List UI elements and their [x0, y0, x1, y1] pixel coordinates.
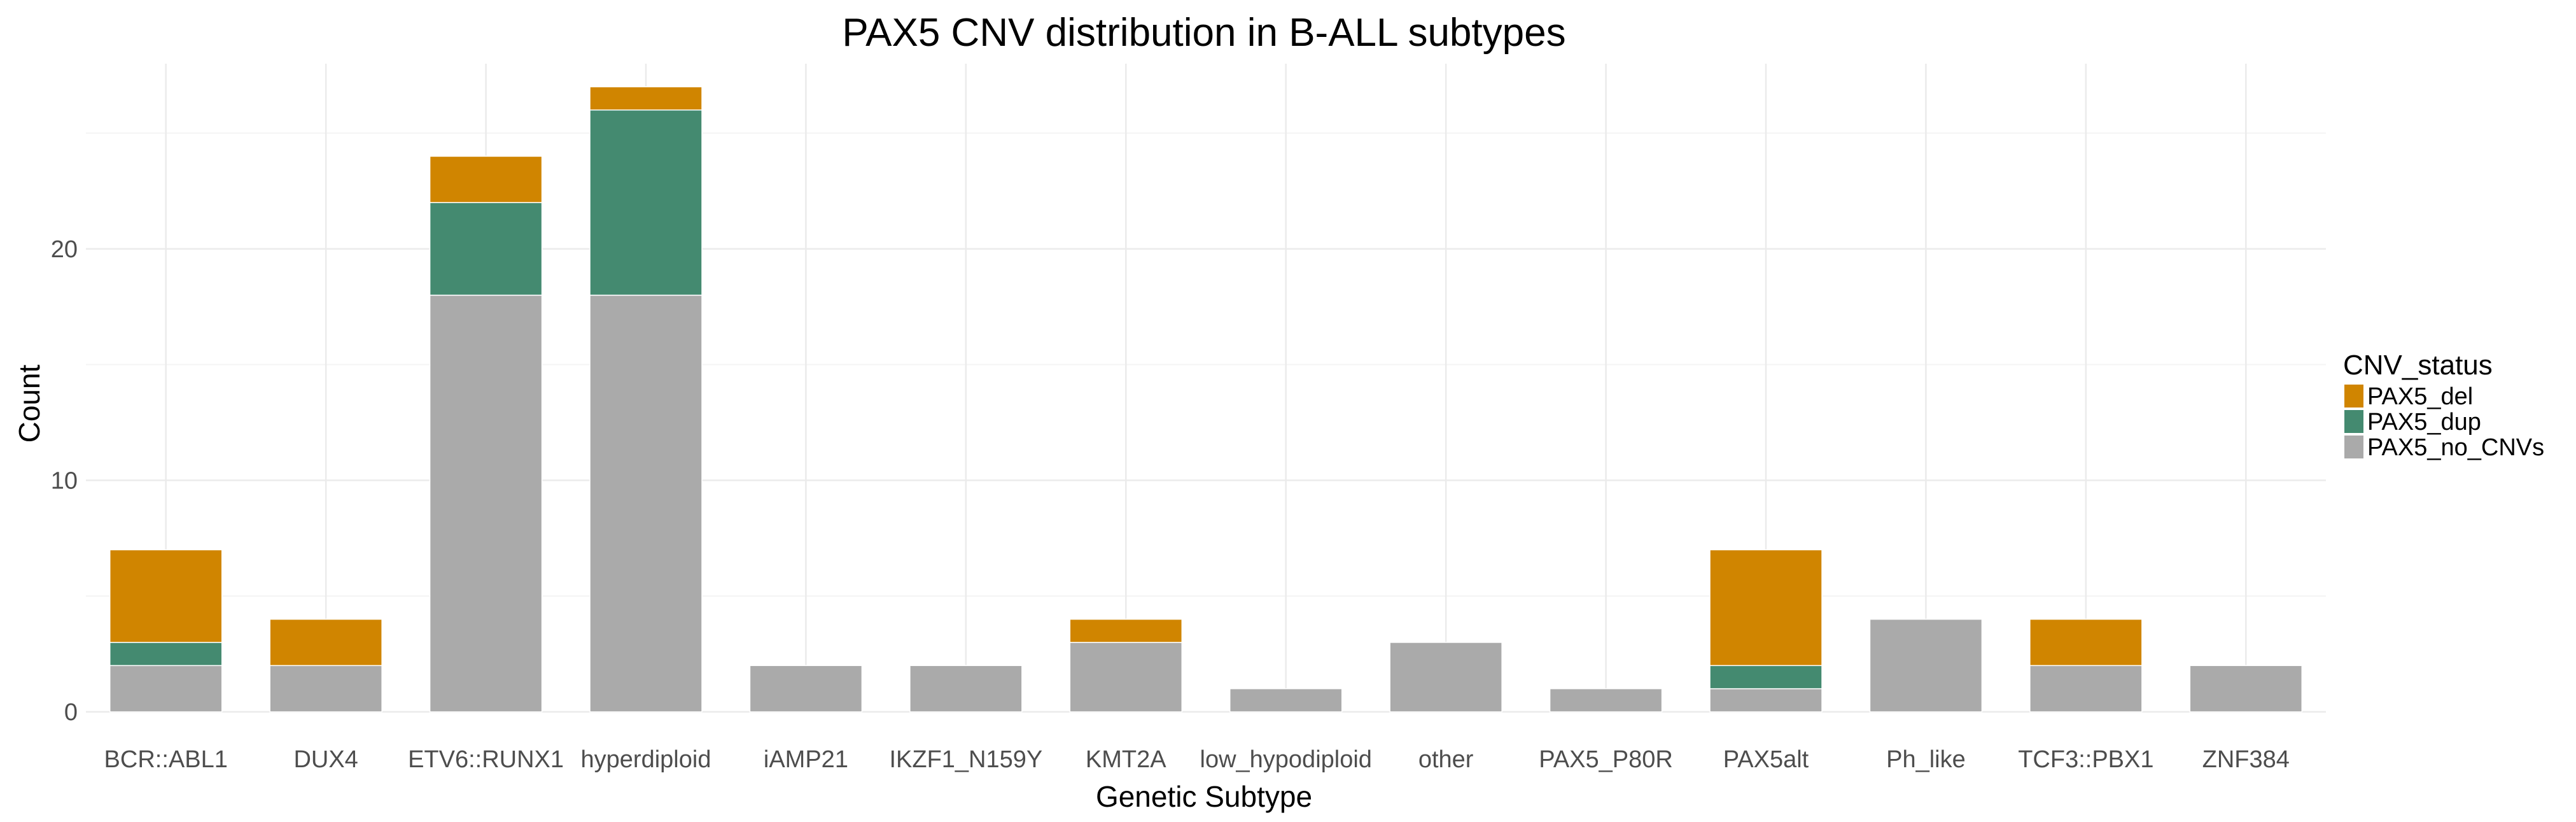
legend-label-PAX5_dup: PAX5_dup	[2367, 409, 2481, 436]
bar-segment-PAX5_del	[2029, 618, 2143, 667]
bars	[109, 86, 2303, 712]
legend-key-PAX5_del	[2344, 385, 2363, 407]
bar-segment-PAX5_del	[589, 86, 703, 111]
legend-label-PAX5_no_CNVs: PAX5_no_CNVs	[2367, 434, 2544, 461]
bar-segment-PAX5_no_CNVs	[1709, 688, 1823, 712]
bar-segment-PAX5_dup	[429, 202, 543, 296]
bar-segment-PAX5_no_CNVs	[1069, 642, 1183, 712]
legend-key-PAX5_dup	[2344, 410, 2363, 433]
x-tick-label: ETV6::RUNX1	[408, 746, 564, 773]
x-tick-label: BCR::ABL1	[104, 746, 228, 773]
bar-segment-PAX5_no_CNVs	[1389, 642, 1502, 712]
x-tick-label: iAMP21	[764, 746, 848, 773]
bar-segment-PAX5_no_CNVs	[749, 665, 863, 712]
y-axis-ticks: 0 10 20	[51, 236, 78, 726]
x-tick-label: ZNF384	[2202, 746, 2290, 773]
legend-label-PAX5_del: PAX5_del	[2367, 383, 2473, 410]
legend-title: CNV_status	[2343, 350, 2493, 381]
bar-segment-PAX5_dup	[1709, 665, 1823, 690]
bar-segment-PAX5_no_CNVs	[1869, 618, 1983, 712]
x-axis-title: Genetic Subtype	[1096, 780, 1312, 813]
grid	[86, 64, 2326, 713]
bar-segment-PAX5_no_CNVs	[589, 294, 703, 712]
bar-segment-PAX5_del	[1069, 618, 1183, 643]
bar-segment-PAX5_no_CNVs	[429, 294, 543, 712]
x-tick-label: hyperdiploid	[581, 746, 711, 773]
x-axis-ticks: BCR::ABL1 DUX4 ETV6::RUNX1 hyperdiploid iAMP…	[104, 746, 2290, 773]
bar-segment-PAX5_del	[1709, 549, 1823, 667]
x-tick-label: PAX5alt	[1723, 746, 1809, 773]
y-tick-label: 10	[51, 467, 78, 494]
bar-segment-PAX5_del	[269, 618, 382, 667]
y-axis-title: Count	[13, 364, 46, 443]
bar-segment-PAX5_del	[109, 549, 223, 643]
x-tick-label: Ph_like	[1886, 746, 1966, 773]
bar-segment-PAX5_del	[429, 155, 543, 203]
y-tick-label: 20	[51, 236, 78, 263]
x-tick-label: PAX5_P80R	[1539, 746, 1673, 773]
y-tick-label: 0	[64, 699, 78, 726]
bar-segment-PAX5_no_CNVs	[1229, 688, 1343, 712]
bar-segment-PAX5_no_CNVs	[1549, 688, 1663, 712]
x-tick-label: DUX4	[293, 746, 358, 773]
x-tick-label: IKZF1_N159Y	[889, 746, 1042, 773]
x-tick-label: TCF3::PBX1	[2018, 746, 2153, 773]
x-tick-label: KMT2A	[1086, 746, 1166, 773]
x-tick-label: low_hypodiploid	[1200, 746, 1372, 773]
bar-segment-PAX5_no_CNVs	[2029, 665, 2143, 712]
chart-title: PAX5 CNV distribution in B-ALL subtypes	[842, 11, 1565, 55]
bar-segment-PAX5_no_CNVs	[2189, 665, 2303, 712]
bar-segment-PAX5_dup	[589, 109, 703, 296]
bar-segment-PAX5_no_CNVs	[909, 665, 1023, 712]
bar-segment-PAX5_no_CNVs	[269, 665, 382, 712]
bar-segment-PAX5_no_CNVs	[109, 665, 223, 712]
bar-segment-PAX5_dup	[109, 642, 223, 667]
legend-key-PAX5_no_CNVs	[2344, 436, 2363, 458]
x-tick-label: other	[1418, 746, 1474, 773]
